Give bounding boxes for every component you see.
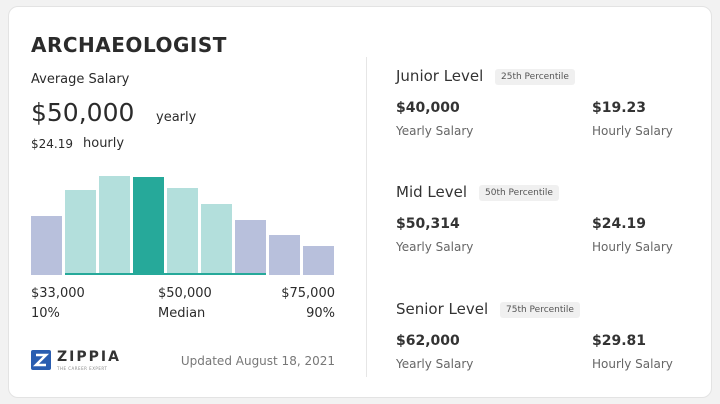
- logo-icon: [31, 350, 51, 370]
- range-high-pct: 90%: [306, 306, 335, 321]
- percentile-badge: 25th Percentile: [495, 69, 575, 85]
- yearly-label: Yearly Salary: [396, 357, 474, 371]
- yearly-label: Yearly Salary: [396, 124, 474, 138]
- range-mid-pct: Median: [158, 306, 206, 321]
- salary-period: yearly: [156, 110, 197, 125]
- salary-card: ARCHAEOLOGIST Average Salary $50,000 yea…: [8, 6, 712, 398]
- average-label: Average Salary: [31, 72, 130, 87]
- percentile-badge: 75th Percentile: [500, 302, 580, 318]
- bar: [133, 177, 164, 275]
- bar: [235, 220, 266, 275]
- level-name: Senior Level: [396, 300, 489, 318]
- hourly-label: Hourly Salary: [592, 240, 673, 254]
- histogram: [31, 176, 334, 275]
- bar: [201, 204, 232, 275]
- range-low-pct: 10%: [31, 306, 60, 321]
- range-low: $33,000: [31, 286, 85, 301]
- hourly-label: Hourly Salary: [592, 357, 673, 371]
- yearly-salary: $62,000: [396, 333, 460, 349]
- hourly-salary: $29.81: [592, 333, 647, 349]
- range-mid: $50,000: [158, 286, 212, 301]
- logo-tagline: THE CAREER EXPERT: [57, 366, 108, 371]
- logo-text: ZIPPIA: [57, 349, 121, 365]
- yearly-salary: $50,314: [396, 216, 460, 232]
- bar: [31, 216, 62, 275]
- level-name: Junior Level: [396, 67, 484, 85]
- yearly-label: Yearly Salary: [396, 240, 474, 254]
- range-stripe: [65, 273, 266, 275]
- divider: [366, 57, 367, 377]
- bar: [269, 235, 300, 275]
- hourly-unit: hourly: [83, 136, 125, 151]
- bar: [303, 246, 334, 275]
- percentile-badge: 50th Percentile: [479, 185, 559, 201]
- yearly-salary: $40,000: [396, 100, 460, 116]
- bar: [65, 190, 96, 275]
- hourly-salary: $19.23: [592, 100, 647, 116]
- updated-date: Updated August 18, 2021: [180, 354, 335, 368]
- hourly-salary: $24.19: [31, 137, 73, 151]
- bar: [167, 188, 198, 275]
- job-title: ARCHAEOLOGIST: [31, 33, 227, 57]
- hourly-salary: $24.19: [592, 216, 647, 232]
- bar: [99, 176, 130, 275]
- average-salary: $50,000: [31, 98, 135, 127]
- level-name: Mid Level: [396, 183, 467, 201]
- range-high: $75,000: [281, 286, 335, 301]
- hourly-label: Hourly Salary: [592, 124, 673, 138]
